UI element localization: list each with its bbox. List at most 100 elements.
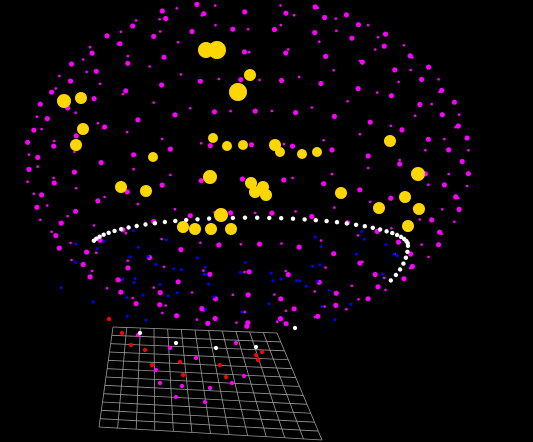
sphere-point <box>160 237 163 241</box>
sphere-point <box>102 124 108 130</box>
yellow-marker <box>260 189 272 201</box>
ring-marker <box>101 232 106 237</box>
sphere-point <box>245 292 251 298</box>
ring-marker <box>302 217 307 222</box>
sphere-point <box>243 310 246 314</box>
sphere-point <box>58 74 61 78</box>
grid-line <box>98 426 323 441</box>
sphere-point <box>239 243 243 246</box>
sphere-point <box>189 107 192 110</box>
inner-point <box>243 261 247 264</box>
sphere-point <box>35 115 39 118</box>
white-ring-markers <box>91 215 411 283</box>
sphere-point <box>402 44 406 47</box>
ring-marker <box>126 225 131 230</box>
sphere-point <box>389 124 393 128</box>
sphere-point <box>131 296 134 300</box>
inner-point <box>207 282 211 286</box>
sphere-point <box>392 67 398 73</box>
inner-point <box>141 293 145 297</box>
inner-point <box>175 291 179 295</box>
sphere-point <box>84 249 90 255</box>
sphere-point <box>175 279 181 285</box>
sphere-point <box>334 17 338 20</box>
ring-marker <box>279 216 284 221</box>
inner-point <box>392 252 396 256</box>
sphere-point <box>96 121 100 125</box>
grid-line <box>262 332 304 440</box>
grid-marker <box>173 394 179 400</box>
sphere-point <box>279 23 283 27</box>
sphere-point <box>331 113 337 119</box>
yellow-marker <box>335 187 347 199</box>
sphere-point <box>179 73 183 76</box>
sphere-point <box>309 213 315 220</box>
sphere-point <box>343 12 349 18</box>
sphere-point <box>279 4 282 7</box>
sphere-point <box>207 271 213 277</box>
sphere-point <box>202 269 205 272</box>
grid-marker <box>142 347 148 353</box>
sphere-point <box>172 112 178 118</box>
sphere-point <box>436 242 442 248</box>
sphere-point <box>36 165 39 168</box>
sphere-point <box>282 142 286 146</box>
ring-marker <box>134 223 139 229</box>
sphere-point <box>151 33 157 40</box>
sphere-point <box>213 4 217 7</box>
inner-point <box>128 255 132 259</box>
sphere-point <box>131 152 137 158</box>
sphere-point <box>367 119 373 125</box>
sphere-point <box>44 116 50 122</box>
ring-marker <box>230 215 236 221</box>
sphere-point <box>429 217 435 223</box>
inner-point <box>238 270 242 274</box>
sphere-point <box>125 130 129 134</box>
sphere-point <box>169 173 172 177</box>
sphere-point <box>252 108 258 114</box>
sphere-point <box>310 106 314 109</box>
inner-point <box>59 286 63 290</box>
sphere-point <box>243 270 246 274</box>
sphere-point <box>373 48 377 51</box>
ring-marker <box>362 224 367 229</box>
sphere-point <box>296 244 302 250</box>
sphere-point <box>437 78 440 81</box>
inner-point <box>121 277 125 281</box>
inner-point <box>311 264 315 268</box>
sphere-point <box>426 64 432 70</box>
ring-marker <box>384 229 389 234</box>
sphere-point <box>397 161 403 167</box>
sphere-point <box>366 23 370 27</box>
yellow-marker <box>57 94 71 108</box>
sphere-point <box>437 229 443 235</box>
grid-marker <box>213 345 219 351</box>
sphere-point <box>115 277 121 283</box>
yellow-marker <box>411 167 425 181</box>
ring-marker <box>405 243 411 248</box>
sphere-point <box>277 316 284 322</box>
sphere-point <box>419 76 425 82</box>
sphere-point <box>413 114 417 117</box>
inner-point <box>381 272 384 276</box>
sphere-point <box>81 58 85 61</box>
grid-marker <box>149 362 155 368</box>
inner-point <box>271 279 275 283</box>
sphere-point <box>46 204 49 207</box>
sphere-point <box>211 109 218 115</box>
ring-marker <box>152 221 158 226</box>
sphere-point <box>293 110 299 116</box>
ring-marker <box>377 227 383 232</box>
sphere-point <box>281 177 287 183</box>
yellow-marker <box>205 223 217 235</box>
sphere-point <box>207 143 213 149</box>
inner-point <box>166 294 170 298</box>
yellow-marker <box>399 191 411 203</box>
ring-marker <box>370 225 375 230</box>
sphere-point <box>212 315 218 322</box>
sphere-point <box>164 304 167 307</box>
sphere-point <box>190 291 194 294</box>
sphere-point <box>80 261 86 268</box>
inner-point <box>203 265 207 269</box>
